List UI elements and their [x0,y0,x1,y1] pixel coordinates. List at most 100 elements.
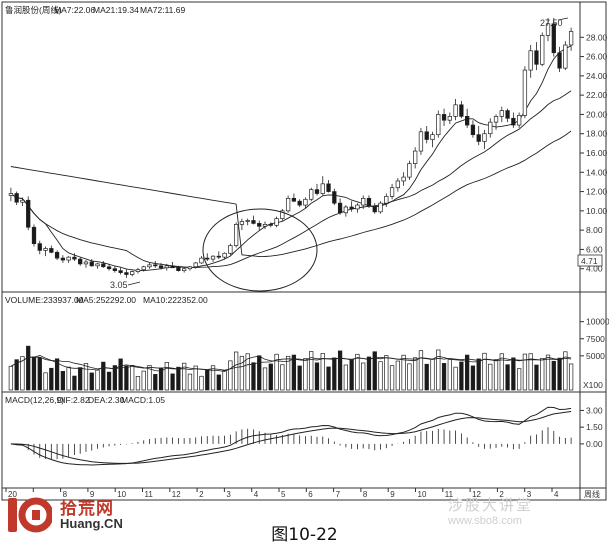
volume-bar [141,370,146,391]
volume-bar [274,353,279,391]
candle-down [176,267,181,271]
candle-up [407,163,412,178]
candle-up [43,248,48,251]
x-tick-label: 11 [445,490,454,499]
price-y-tick-label: 12.00 [586,187,608,197]
volume-bar [176,366,181,391]
dif-line [10,406,572,466]
low-price-arrow [127,281,141,286]
volume-bar [522,353,528,391]
macd-header-val: MACD:1.05 [121,395,165,405]
candle-up [147,264,152,268]
high-price-label: 27.50 [540,18,563,28]
volume-bar [49,367,54,391]
candle-down [332,191,337,204]
price-y-tick-label: 10.00 [586,206,608,216]
candle-down [251,220,256,224]
volume-bar [516,368,522,391]
price-moving-averages [10,45,572,272]
candle-up [413,150,418,164]
volume-bar [303,358,308,391]
macd-y-tick-label: 3.00 [586,405,603,415]
candle-up [274,218,279,226]
dea-line [10,411,572,464]
volume-bar [245,353,250,391]
volume-bar [210,365,216,391]
candle-up [447,116,452,121]
volume-header-ma10: MA10:222352.00 [143,295,208,305]
volume-bar [436,349,441,391]
macd-y-ticks: 3.00 1.50 0.00 [580,405,603,449]
ma72-line [10,130,572,258]
volume-bar [511,357,516,391]
volume-bar [441,363,447,391]
x-tick-label: 4 [554,490,559,499]
candle-down [314,189,320,194]
volume-bar [164,362,169,391]
candle-down [337,202,343,214]
volume-y-tick-label: 7500 [586,334,605,344]
price-y-tick-label: 20.00 [586,109,608,119]
candle-up [516,115,522,126]
volume-bar [389,365,395,391]
logo-text-cn: 拾荒网 [60,499,114,519]
candle-down [511,117,516,126]
highlight-ellipse [202,208,318,292]
low-price-label: 3.05 [110,280,128,290]
volume-unit-label: X100 [583,380,603,390]
candle-down [424,131,429,140]
x-tick-label: 6 [308,490,313,499]
volume-bar [101,361,106,391]
volume-bar [551,360,556,391]
volume-bar [199,375,204,391]
macd-histogram [16,427,572,460]
volume-bar [413,357,418,391]
volume-bar [66,366,71,391]
candle-up [130,271,135,275]
candle-up [95,263,100,267]
volume-bar [528,353,533,391]
x-tick-label: 3 [226,490,231,499]
macd-y-tick-label: 0.00 [586,439,603,449]
candle-up [228,245,233,254]
candle-down [291,197,297,202]
price-header-name: 鲁润股份(周线) [5,5,62,15]
volume-bar [326,366,331,391]
candle-up [384,196,389,204]
candle-down [158,265,164,269]
volume-bar [83,363,89,391]
volume-bar [158,367,164,391]
x-axis-end-label: 周线 [584,489,600,499]
candle-up [355,204,360,210]
price-y-tick-label: 4.00 [586,264,603,274]
volume-bar [37,357,42,391]
volume-bar [534,364,539,391]
volume-bar [239,355,245,391]
volume-bar [222,370,227,391]
volume-bar [378,361,383,391]
volume-bar [366,356,372,391]
candle-down [470,124,476,136]
candle-up [568,31,574,46]
volume-bar [488,363,493,391]
candle-up [309,189,314,200]
candle-down [534,50,539,65]
watermark-line2: www.sbo8.com [448,515,522,527]
price-y-tick-label: 24.00 [586,71,608,81]
volume-bar [309,351,314,391]
volume-bar [320,353,325,391]
candle-down [459,104,464,117]
candle-up [199,257,204,264]
candle-up [135,269,141,272]
volume-bar [401,354,406,391]
volume-bar [314,362,320,391]
volume-bar [205,369,210,391]
candle-up [83,261,89,265]
volume-bar [268,363,273,391]
volume-bar [291,354,297,391]
x-tick-label: 7 [336,490,341,499]
price-candles [8,18,574,278]
volume-bar [153,374,158,391]
price-y-tick-label: 14.00 [586,167,608,177]
candle-up [343,206,349,214]
